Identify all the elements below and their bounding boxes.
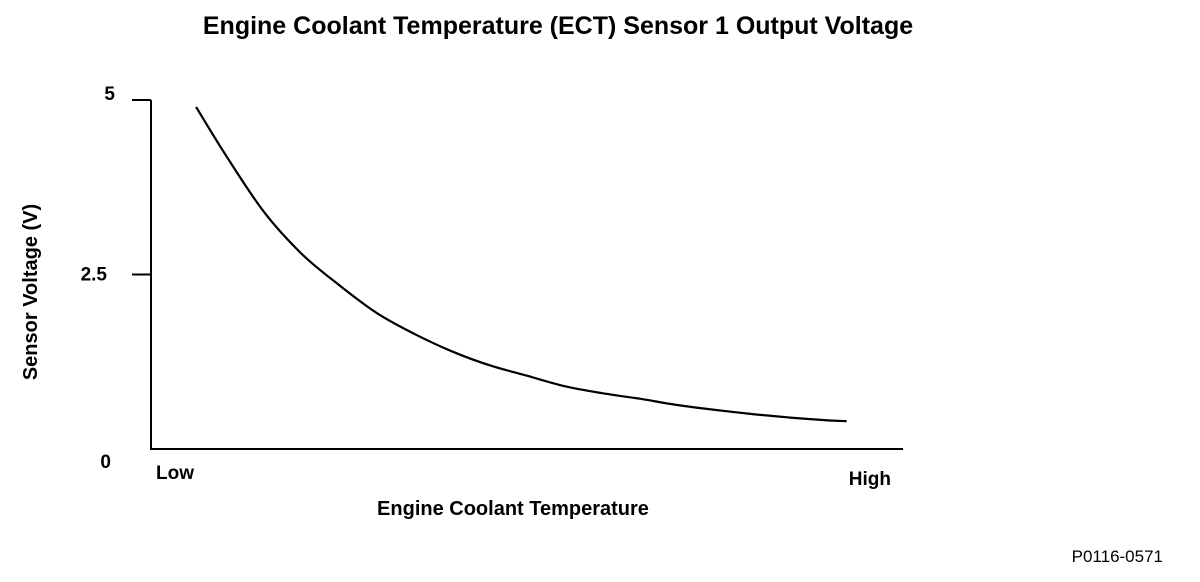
figure-id: P0116-0571: [1072, 547, 1163, 566]
x-tick-labels: Low High: [156, 463, 891, 490]
x-tick-label-low: Low: [156, 463, 194, 484]
x-tick-label-high: High: [849, 469, 891, 490]
y-ticks: 52.50: [81, 84, 151, 473]
y-tick-label: 5: [104, 84, 115, 105]
x-axis-label: Engine Coolant Temperature: [377, 498, 649, 520]
y-tick-label: 0: [100, 452, 111, 473]
series-line: [195, 106, 847, 423]
y-tick-label: 2.5: [81, 265, 108, 286]
axes: [150, 100, 903, 450]
chart-title: Engine Coolant Temperature (ECT) Sensor …: [202, 12, 914, 40]
y-axis-label: Sensor Voltage (V): [20, 204, 42, 380]
